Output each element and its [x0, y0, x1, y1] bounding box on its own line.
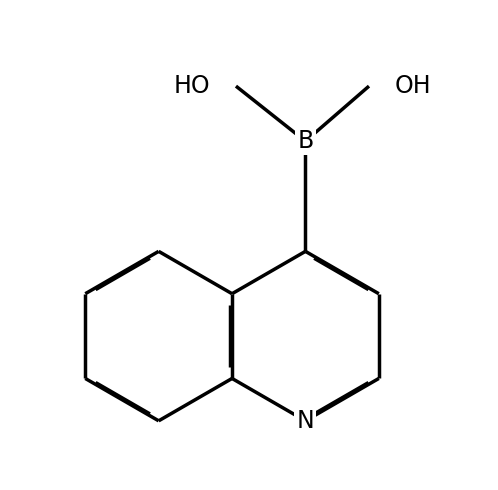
Text: B: B	[297, 129, 314, 153]
Text: HO: HO	[174, 74, 211, 98]
Text: OH: OH	[394, 74, 431, 98]
Text: N: N	[297, 409, 314, 433]
